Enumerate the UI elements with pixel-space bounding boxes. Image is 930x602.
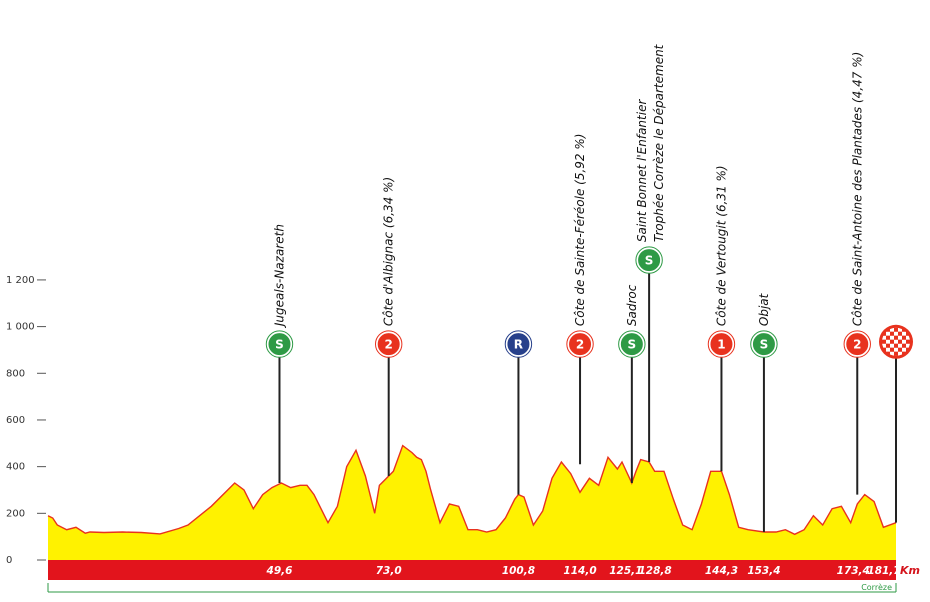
km-label: 173,4 — [837, 565, 870, 577]
sprint-badge-icon — [618, 331, 645, 358]
badge-text: S — [275, 338, 284, 352]
km-label: 73,0 — [376, 565, 402, 577]
badge-text: S — [645, 254, 654, 268]
point-label: Saint Bonnet l'Enfantier — [635, 99, 649, 243]
badge-ring — [843, 330, 871, 358]
y-tick-label: 1 000 — [6, 322, 35, 333]
badge-ring — [374, 330, 403, 358]
km-unit: Km — [900, 564, 920, 577]
climb-category-badge-icon — [567, 331, 594, 358]
point-label: Objat — [757, 292, 771, 326]
profile-line — [47, 444, 897, 536]
y-axis: 0 200 400 600 800 1 000 1 200 — [6, 275, 46, 566]
badge-text: S — [628, 338, 637, 352]
climb-category-badge-icon — [375, 331, 402, 358]
km-label: 114,0 — [563, 565, 596, 577]
feed-zone-badge-icon — [505, 331, 532, 358]
sprint-badge-icon — [636, 247, 663, 274]
badge-text: 2 — [385, 338, 393, 352]
point-label: Jugeals-Nazareth — [272, 224, 286, 328]
km-label: 49,6 — [266, 565, 293, 577]
badge-ring — [265, 330, 294, 358]
point-cote-sainte-fereole: 2 Côte de Sainte-Féréole (5,92 %) — [566, 134, 594, 465]
y-tick-label: 400 — [6, 462, 25, 473]
y-tick-label: 1 200 — [6, 275, 35, 286]
km-label: 153,4 — [747, 565, 780, 577]
badge-text: 2 — [576, 338, 584, 352]
point-cote-albignac: 2 Côte d'Albignac (6,34 %) — [374, 177, 403, 476]
y-tick-label: 0 — [6, 555, 12, 566]
point-ravito: R — [504, 330, 533, 495]
badge-ring — [635, 246, 663, 274]
badge-ring — [504, 330, 533, 358]
km-label: 125,1 — [609, 565, 642, 577]
badge-text: S — [760, 338, 769, 352]
region-bar: Corrèze — [47, 582, 897, 593]
point-label-2: Trophée Corrèze le Département — [652, 43, 666, 242]
y-tick-label: 200 — [6, 508, 25, 519]
y-tick-label: 800 — [6, 368, 25, 379]
profile-area — [48, 445, 896, 560]
badge-text: 1 — [717, 338, 725, 352]
point-label: Côte de Vertougit (6,31 %) — [714, 165, 728, 326]
point-label: Côte de Saint-Antoine des Plantades (4,4… — [850, 52, 864, 326]
point-saint-bonnet: S Saint Bonnet l'Enfantier Trophée Corrèze… — [635, 43, 666, 462]
point-label: Sadroc — [625, 284, 639, 326]
point-arrivee — [879, 324, 913, 523]
point-cote-saint-antoine: 2 Côte de Saint-Antoine des Plantades (4,… — [843, 52, 871, 495]
point-cote-vertougit: 1 Côte de Vertougit (6,31 %) — [707, 165, 736, 472]
route-points: S Jugeals-Nazareth 2 Côte d'Albignac (6,34 … — [265, 43, 913, 532]
km-bar-rect — [48, 560, 896, 580]
badge-ring — [750, 330, 778, 358]
km-label: 181,7 — [867, 565, 901, 577]
badge-ring — [566, 330, 594, 358]
elevation-profile — [47, 444, 897, 560]
badge-ring — [707, 330, 736, 358]
point-sadroc: S Sadroc — [618, 284, 646, 483]
km-label: 144,3 — [705, 565, 738, 577]
point-label: Côte d'Albignac (6,34 %) — [382, 177, 396, 326]
km-label: 128,8 — [639, 565, 672, 577]
sprint-badge-icon — [266, 331, 293, 358]
region-label: Corrèze — [861, 582, 892, 592]
point-label: Côte de Sainte-Féréole (5,92 %) — [573, 134, 587, 327]
badge-text: 2 — [853, 338, 861, 352]
point-jugeals-nazareth: S Jugeals-Nazareth — [265, 224, 294, 483]
climb-category-badge-icon — [844, 331, 871, 358]
climb-category-badge-icon — [708, 331, 735, 358]
y-tick-label: 600 — [6, 415, 25, 426]
badge-text: R — [514, 338, 523, 352]
badge-ring — [618, 330, 646, 358]
km-label: 100,8 — [502, 565, 535, 577]
sprint-badge-icon — [750, 331, 777, 358]
point-objat: S Objat — [750, 292, 778, 532]
